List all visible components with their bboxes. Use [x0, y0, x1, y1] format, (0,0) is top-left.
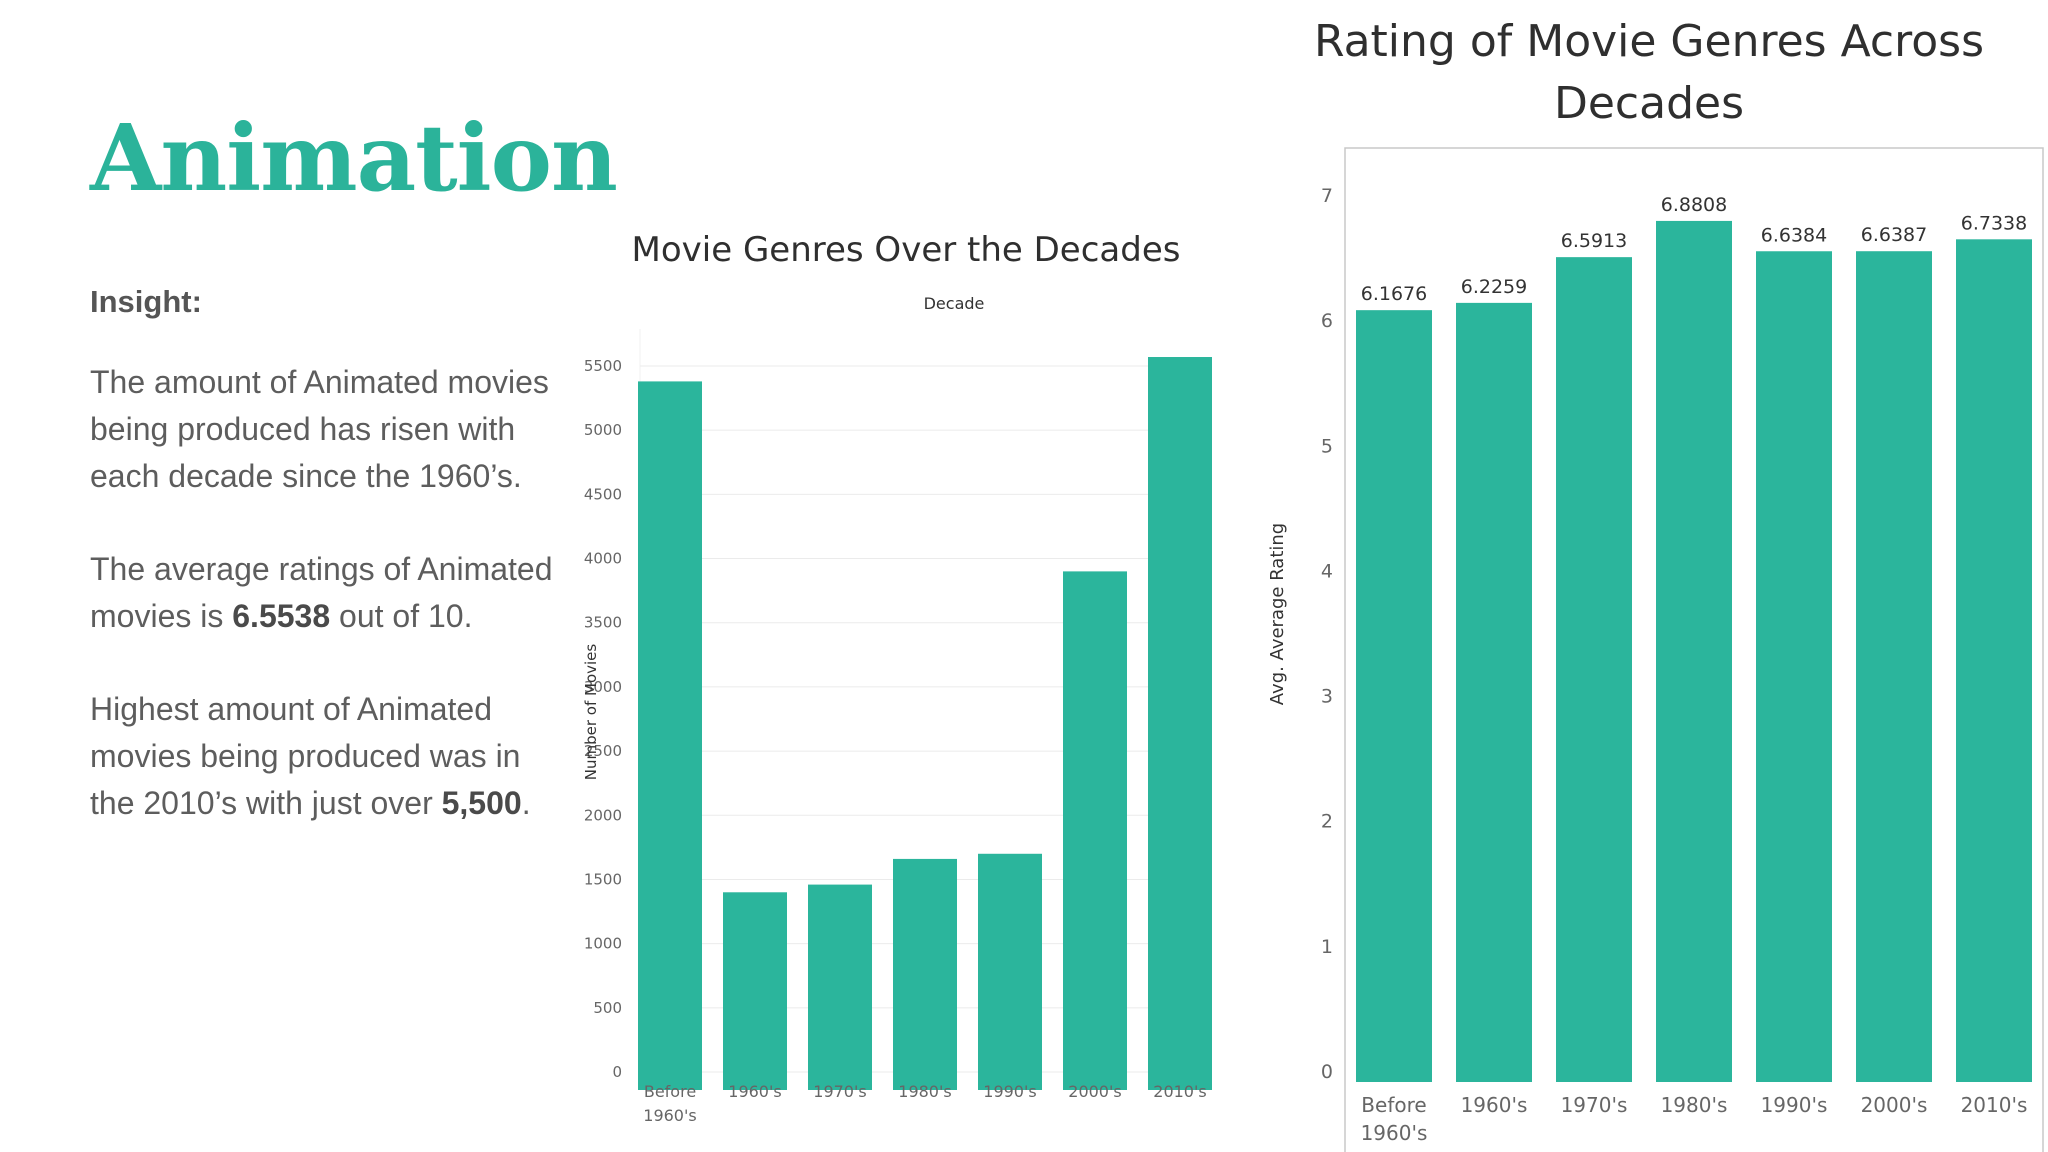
bar: [1148, 357, 1212, 1090]
x-tick-label: Before: [644, 1082, 696, 1101]
y-axis-title: Avg. Average Rating: [1267, 523, 1288, 705]
y-tick-label: 1500: [584, 870, 622, 888]
y-tick-label: 2500: [584, 742, 622, 760]
bar: [808, 884, 872, 1090]
bar: [638, 381, 702, 1090]
average-rating-value: 6.5538: [232, 598, 331, 634]
bar: [1656, 220, 1732, 1083]
data-label: 6.6387: [1861, 224, 1927, 246]
y-tick-label: 6: [1321, 310, 1333, 332]
bar: [1063, 571, 1127, 1090]
x-tick-label: 1960's: [728, 1082, 781, 1101]
y-tick-label: 3: [1321, 686, 1333, 708]
x-tick-label: 2000's: [1068, 1082, 1121, 1101]
bar: [1556, 257, 1632, 1082]
data-label: 6.8808: [1661, 194, 1727, 216]
x-tick-label: 1960's: [1461, 1093, 1528, 1117]
x-tick-label: 1970's: [813, 1082, 866, 1101]
insight-label: Insight:: [90, 284, 202, 319]
data-label: 6.7338: [1961, 212, 2027, 234]
insight-panel: Insight: The amount of Animated movies b…: [90, 278, 560, 873]
x-tick-label: 2000's: [1861, 1093, 1928, 1117]
chart-title-line-1: Rating of Movie Genres Across: [1314, 16, 1984, 67]
x-tick-label: 2010's: [1961, 1093, 2028, 1117]
rating-chart: Rating of Movie Genres Across Decades 0 1 2 3…: [1267, 16, 2044, 1152]
chart-title: Movie Genres Over the Decades: [632, 230, 1181, 270]
x-tick-label: 1990's: [1761, 1093, 1828, 1117]
highest-count-value: 5,500: [441, 785, 522, 821]
bar: [978, 853, 1042, 1090]
y-tick-label: 0: [1321, 1061, 1333, 1083]
top-axis-label: Decade: [924, 294, 985, 313]
bar: [723, 892, 787, 1090]
chart-title-line-2: Decades: [1554, 78, 1744, 129]
y-tick-label: 5000: [584, 421, 622, 439]
y-tick-label: 4: [1321, 560, 1333, 582]
insight-text: out of 10.: [330, 598, 473, 634]
bar: [1956, 239, 2032, 1082]
y-tick-label: 0: [612, 1063, 622, 1081]
x-tick-label: 2010's: [1153, 1082, 1206, 1101]
y-tick-label: 2000: [584, 806, 622, 824]
x-tick-label: Before: [1361, 1093, 1426, 1117]
movie-count-chart: Movie Genres Over the Decades Decade 0 500 1…: [582, 230, 1212, 1125]
insight-text: Highest amount of Animated movies being …: [90, 691, 521, 821]
insight-paragraph-1: The amount of Animated movies being prod…: [90, 359, 560, 500]
y-tick-label: 500: [593, 999, 622, 1017]
y-tick-label: 1: [1321, 936, 1333, 958]
x-tick-label: 1960's: [643, 1106, 696, 1125]
x-tick-label: 1960's: [1361, 1121, 1428, 1145]
insight-paragraph-3: Highest amount of Animated movies being …: [90, 686, 560, 827]
data-label: 6.2259: [1461, 276, 1527, 298]
bar: [1456, 302, 1532, 1083]
bar: [1756, 251, 1832, 1083]
y-tick-label: 5500: [584, 357, 622, 375]
x-tick-label: 1990's: [983, 1082, 1036, 1101]
insight-paragraph-2: The average ratings of Animated movies i…: [90, 546, 560, 640]
y-tick-label: 3000: [584, 678, 622, 696]
insight-text: The amount of Animated movies being prod…: [90, 364, 549, 494]
data-label: 6.6384: [1761, 224, 1827, 246]
bar: [893, 858, 957, 1090]
y-tick-label: 4000: [584, 550, 622, 568]
x-tick-label: 1970's: [1561, 1093, 1628, 1117]
slide-title: Animation: [90, 104, 618, 212]
bar: [1356, 310, 1432, 1082]
y-axis-title: Number of Movies: [582, 644, 600, 781]
insight-text: .: [521, 785, 531, 821]
plot-frame: [1344, 147, 2044, 1152]
y-tick-label: 2: [1321, 811, 1333, 833]
y-tick-label: 4500: [584, 485, 622, 503]
x-tick-label: 1980's: [1661, 1093, 1728, 1117]
y-tick-label: 7: [1321, 185, 1333, 207]
data-label: 6.5913: [1561, 230, 1627, 252]
x-tick-label: 1980's: [898, 1082, 951, 1101]
insight-text: The average ratings of Animated movies i…: [90, 551, 553, 634]
y-tick-label: 5: [1321, 435, 1333, 457]
bar: [1856, 251, 1932, 1082]
data-label: 6.1676: [1361, 283, 1427, 305]
y-tick-label: 1000: [584, 935, 622, 953]
y-tick-label: 3500: [584, 614, 622, 632]
